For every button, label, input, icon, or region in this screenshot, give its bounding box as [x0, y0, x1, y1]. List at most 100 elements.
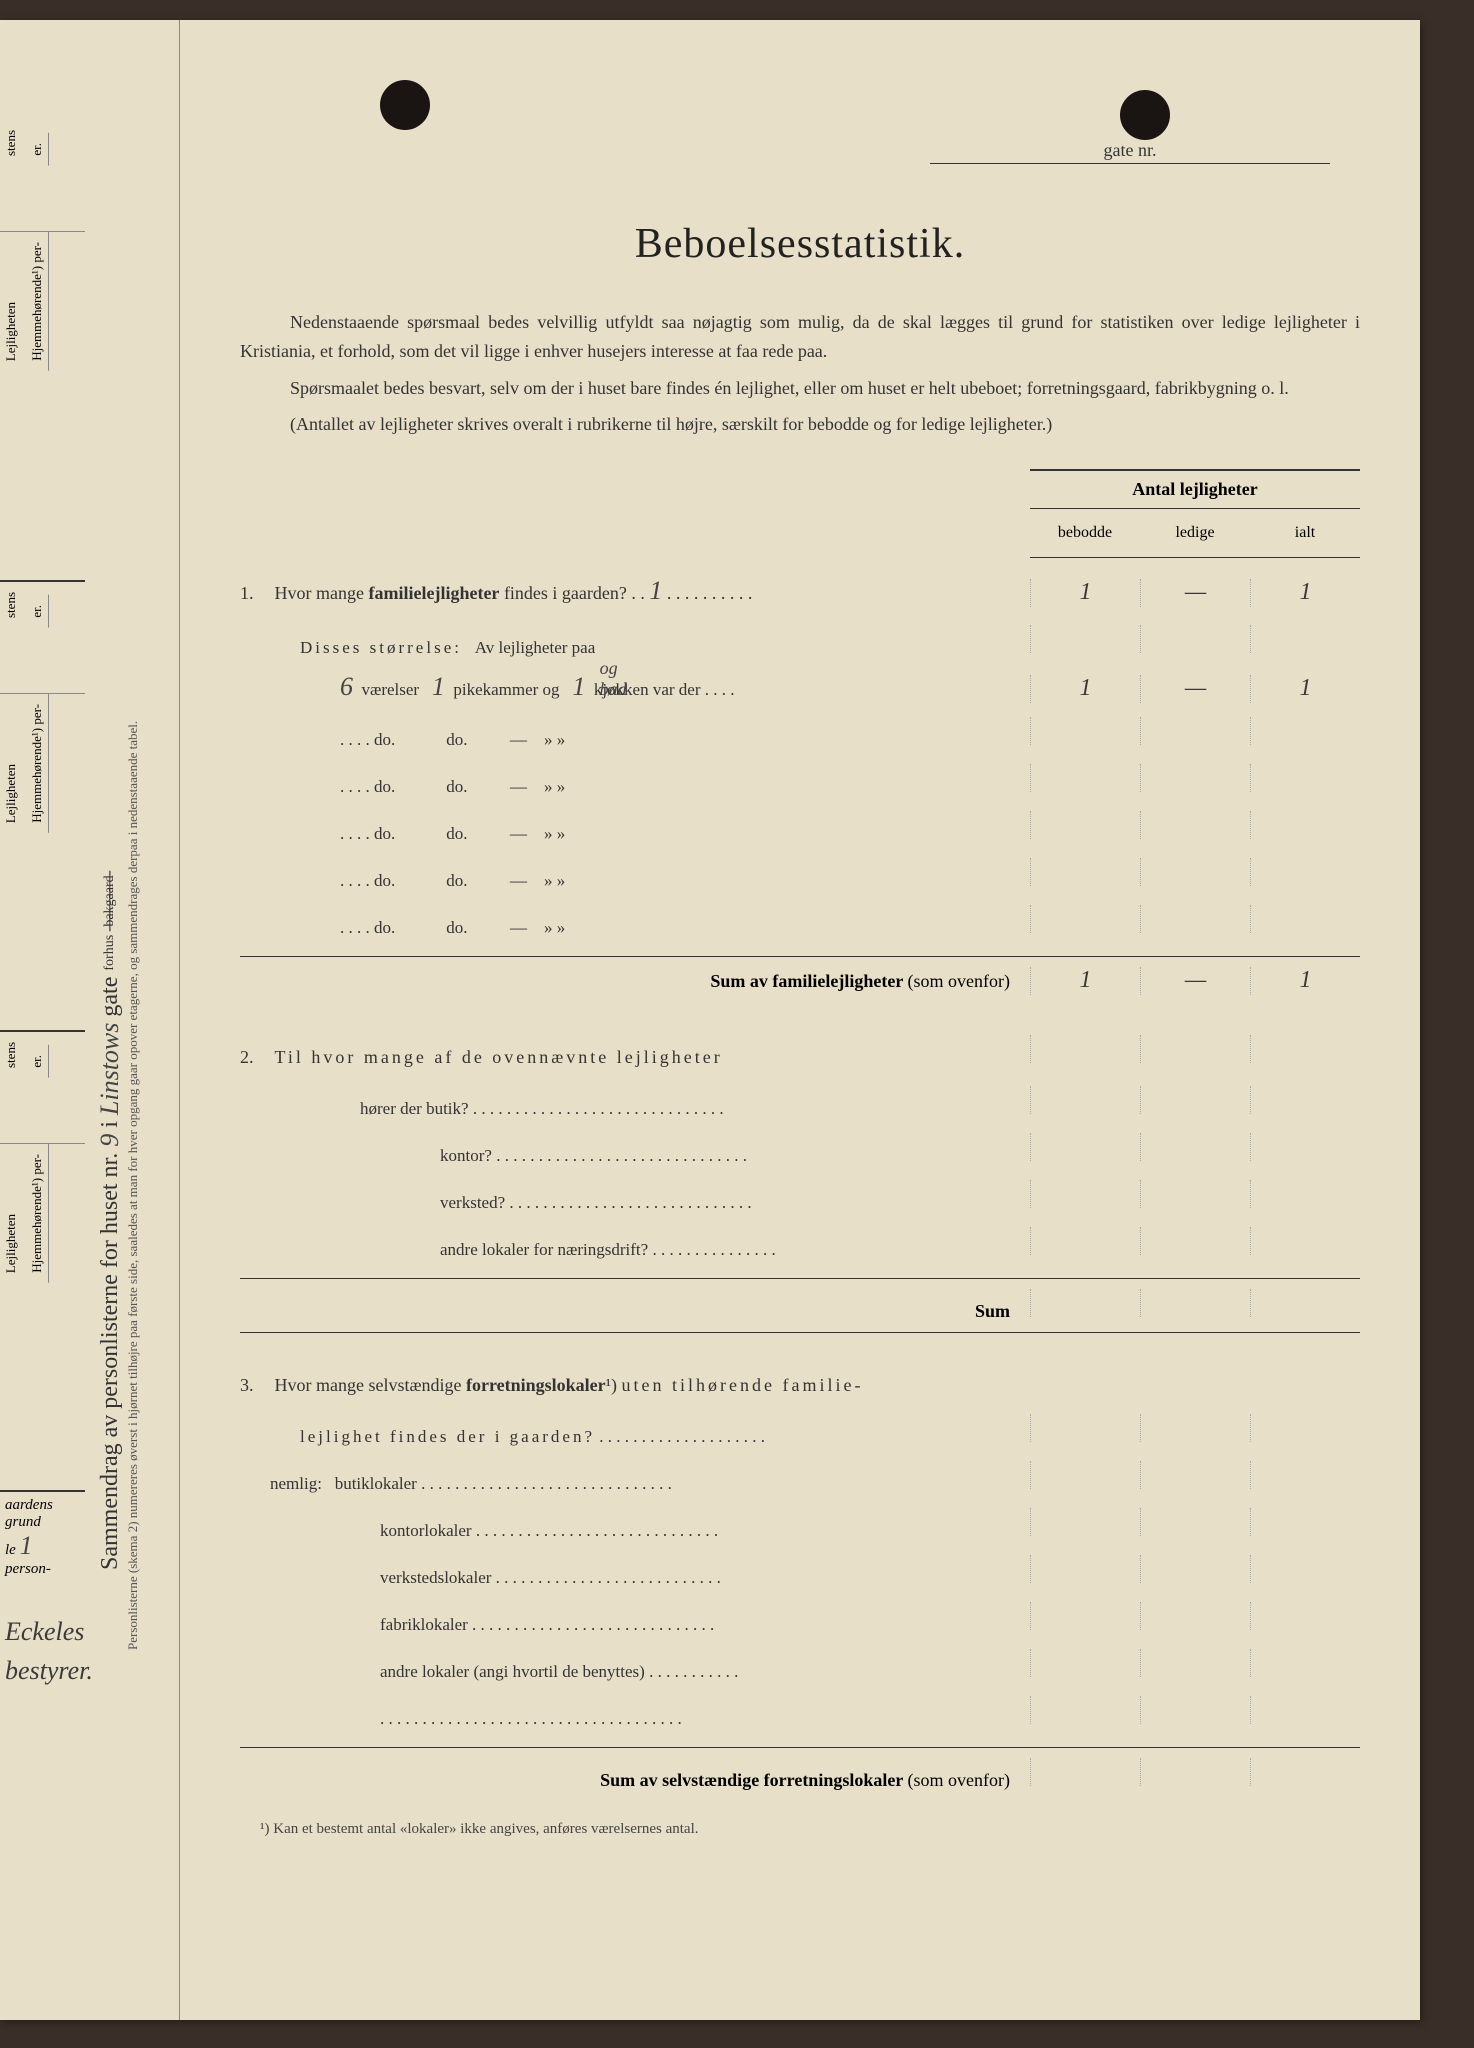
q2-row: 2. Til hvor mange af de ovennævnte lejli…	[240, 1035, 1360, 1068]
q3-line1: butiklokaler	[335, 1474, 417, 1493]
q3-l4: fabriklokaler . . . . . . . . . . . . . …	[240, 1602, 1360, 1635]
q2-text: Til hvor mange af de ovennævnte lejlighe…	[275, 1047, 723, 1067]
q3-line5: andre lokaler (angi hvortil de benyttes)	[380, 1662, 645, 1681]
punch-hole-left	[380, 80, 430, 130]
q3-sum-paren: (som ovenfor)	[908, 1770, 1010, 1790]
side-lej-3: Lejligheten	[0, 1204, 22, 1283]
intro-text: Nedenstaaende spørsmaal bedes velvillig …	[240, 308, 1360, 439]
q1-sum-label: Sum av familielejligheter	[710, 971, 903, 991]
grund-hw: 1	[20, 1531, 33, 1560]
side-er-3: er.	[26, 1045, 49, 1078]
disses-label: Disses størrelse:	[300, 638, 462, 657]
sig-title: bestyrer.	[5, 1651, 93, 1690]
side-stens-1: stens	[0, 120, 22, 166]
q2-line3: verksted?	[440, 1193, 505, 1212]
q3-l2: kontorlokaler . . . . . . . . . . . . . …	[240, 1508, 1360, 1541]
rooms-hw: 6	[340, 672, 353, 701]
antal-header: Antal lejligheter	[1030, 469, 1360, 509]
left-margin: Sammendrag av personlisterne for huset n…	[0, 20, 180, 2020]
q3-l1: nemlig: butiklokaler . . . . . . . . . .…	[240, 1461, 1360, 1494]
side-grund: aardens grund le 1 person-	[0, 1490, 85, 1583]
vtitle-a: Sammendrag av personlisterne for huset n…	[97, 1147, 123, 1570]
q3-nemlig: nemlig:	[270, 1474, 322, 1493]
rep4: » »	[544, 824, 565, 843]
sig-name: Eckeles	[5, 1612, 93, 1651]
q2-sum-label: Sum	[240, 1301, 1030, 1322]
punch-hole-right	[1120, 90, 1170, 140]
rep3: » »	[544, 777, 565, 796]
pike-hw: 1	[432, 672, 445, 701]
do3a: do.	[374, 777, 395, 796]
intro-p3: (Antallet av lejligheter skrives overalt…	[240, 410, 1360, 439]
q1-sum-ialt: 1	[1250, 967, 1360, 995]
q3-row-b: lejlighet findes der i gaarden? . . . . …	[240, 1414, 1360, 1447]
side-lej-1: Lejligheten	[0, 292, 22, 371]
q1-sum-row: Sum av familielejligheter (som ovenfor) …	[240, 956, 1360, 995]
q2-num: 2.	[240, 1047, 270, 1068]
side-er-2: er.	[26, 595, 49, 628]
do3b: do.	[446, 777, 467, 796]
q1-size-row-5: . . . . do. do. — » »	[240, 858, 1360, 891]
intro-p2: Spørsmaalet bedes besvart, selv om der i…	[240, 374, 1360, 403]
signature-block: Eckeles bestyrer.	[5, 1612, 93, 1690]
q1-bebodde: 1	[1030, 579, 1140, 607]
q2-line2: kontor?	[440, 1146, 492, 1165]
table-header-row: Antal lejligheter	[240, 469, 1360, 509]
do6b: do.	[446, 918, 467, 937]
q3-line4: fabriklokaler	[380, 1615, 468, 1634]
q3-text-b: lejlighet findes der i gaarden?	[300, 1427, 595, 1446]
vertical-instruction: Personlisterne (skema 2) numereres øvers…	[125, 150, 141, 1650]
q3-text-a: Hvor mange selvstændige forretningslokal…	[275, 1375, 864, 1395]
do2b: do.	[446, 730, 467, 749]
do4a: do.	[374, 824, 395, 843]
r1-ialt: 1	[1250, 675, 1360, 703]
q1-disses: Disses størrelse: Av lejligheter paa	[240, 625, 1360, 658]
main-content: gate nr. Beboelsesstatistik. Nedenstaaen…	[210, 140, 1390, 1838]
dash5: —	[510, 871, 527, 890]
q3-line3: verkstedslokaler	[380, 1568, 491, 1587]
q3-l6: . . . . . . . . . . . . . . . . . . . . …	[240, 1696, 1360, 1729]
vtitle-forhus: forhus	[102, 935, 117, 971]
q2-line1: hører der butik?	[360, 1099, 469, 1118]
vtitle-struck: -bakgaard-	[102, 871, 117, 932]
q3-line2: kontorlokaler	[380, 1521, 472, 1540]
side-hjem-1: Hjemmehørende¹) per-	[26, 232, 49, 371]
q2-l2: kontor? . . . . . . . . . . . . . . . . …	[240, 1133, 1360, 1166]
vtitle-b: i	[97, 1115, 123, 1128]
q1-size-row-1: 6 værelser 1 pikekammer og 1 og bad kjøk…	[240, 672, 1360, 703]
dash2: —	[510, 730, 527, 749]
gate-nr-field: gate nr.	[930, 140, 1330, 164]
side-group-1: stens er. Lejligheten Hjemmehørende¹) pe…	[0, 120, 85, 376]
q1-sum-bebodde: 1	[1030, 967, 1140, 995]
grund-c: person-	[5, 1561, 51, 1577]
col-ialt: ialt	[1250, 514, 1360, 558]
q1-size-row-2: . . . . do. do. — » »	[240, 717, 1360, 750]
q1-size-row-6: . . . . do. do. — » »	[240, 905, 1360, 938]
q1-row: 1. Hvor mange familielejligheter findes …	[240, 576, 1360, 607]
q3-row-a: 3. Hvor mange selvstændige forretningslo…	[240, 1363, 1360, 1396]
side-hjem-2: Hjemmehørende¹) per-	[26, 694, 49, 833]
do5b: do.	[446, 871, 467, 890]
rep2: » »	[544, 730, 565, 749]
q1-num: 1.	[240, 583, 270, 604]
r1-ledige: —	[1140, 675, 1250, 703]
table-subheader-row: bebodde ledige ialt	[240, 514, 1360, 558]
col-bebodde: bebodde	[1030, 514, 1140, 558]
q3-l3: verkstedslokaler . . . . . . . . . . . .…	[240, 1555, 1360, 1588]
q2-sum: Sum	[240, 1278, 1360, 1333]
dash4: —	[510, 824, 527, 843]
q1-size-row-3: . . . . do. do. — » »	[240, 764, 1360, 797]
vtitle-house-num: 9	[95, 1134, 124, 1147]
grund-b: le	[5, 1542, 16, 1558]
av-label: Av lejligheter paa	[475, 638, 596, 657]
side-stens-2: stens	[0, 582, 22, 628]
table-area: Antal lejligheter bebodde ledige ialt 1.…	[240, 469, 1360, 1791]
page: Sammendrag av personlisterne for huset n…	[0, 20, 1420, 2020]
q2-l1: hører der butik? . . . . . . . . . . . .…	[240, 1086, 1360, 1119]
footnote: ¹) Kan et bestemt antal «lokaler» ikke a…	[260, 1821, 1360, 1838]
col-ledige: ledige	[1140, 514, 1250, 558]
q2-line4: andre lokaler for næringsdrift?	[440, 1240, 648, 1259]
q3-l5: andre lokaler (angi hvortil de benyttes)…	[240, 1649, 1360, 1682]
side-lej-2: Lejligheten	[0, 754, 22, 833]
q2-l3: verksted? . . . . . . . . . . . . . . . …	[240, 1180, 1360, 1213]
